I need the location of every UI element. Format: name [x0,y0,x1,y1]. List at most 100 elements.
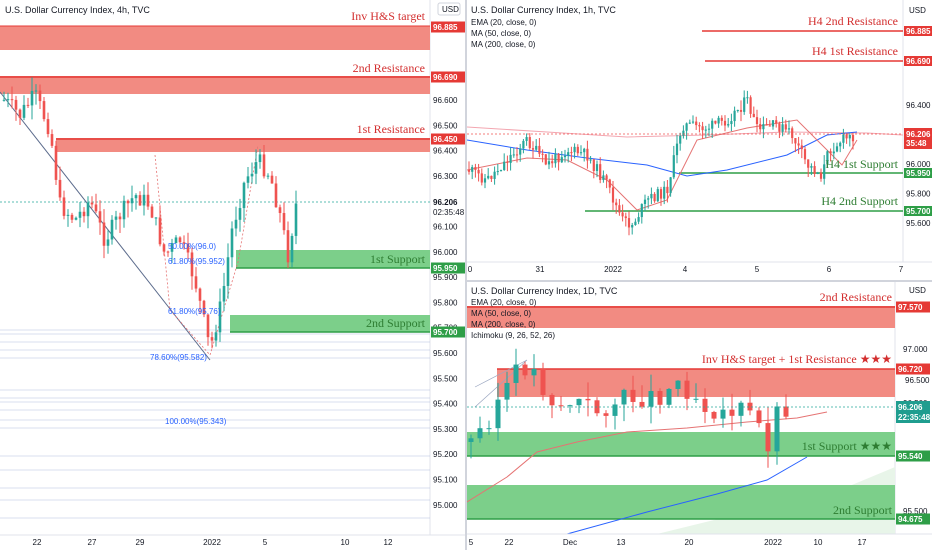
p2-candle [487,175,490,179]
price-tick: 95.800 [433,298,458,307]
time-tick: 10 [814,538,823,547]
p2-candle [819,172,823,179]
p3-candle [684,380,690,399]
usd-button-bg[interactable] [437,2,461,16]
chart-1h-canvas[interactable]: H4 2nd Resistance H4 1st Resistance H4 1st… [467,0,932,280]
p2-candle [512,154,515,156]
p3-candle [558,405,564,407]
p2-candle [755,117,759,125]
p3-candle [495,399,501,429]
pattern-lines [474,359,528,408]
p1-candle [70,214,74,220]
time-tick: 4 [683,265,688,274]
p3-candle [486,428,492,430]
p2-candle [551,161,554,164]
price-tick: 96.500 [905,376,930,385]
p1-candle [218,301,222,333]
label-2nd-support: 2nd Support [833,503,893,517]
p2-candle [813,166,816,174]
chart-panel-1d[interactable]: 2nd Resistance Inv H&S target + 1st Resis… [467,282,932,550]
tag-1st-resistance-bg [431,133,465,145]
p2-candle [541,153,544,155]
p1-candle [78,211,82,218]
usd-button[interactable]: USD [442,5,459,14]
price-tick: 95.300 [433,425,458,434]
p3-candle [522,364,528,376]
price-tick: 96.100 [433,223,458,232]
fib-label-786: 78.60%(95.582) [150,353,207,362]
indicator-label: MA (200, close, 0) [471,320,536,329]
p2-candle [592,159,595,171]
time-tick: 22 [505,538,514,547]
price-tick: 96.500 [433,121,458,130]
tag-countdown: 22:35:48 [898,413,931,422]
p2-candle [573,146,576,153]
p1-candle [2,99,6,101]
panel-divider-horizontal[interactable] [467,280,932,282]
time-tick: 31 [536,265,545,274]
p1-candle [222,285,226,302]
p2-candle [733,110,736,122]
p2-candle [810,166,813,168]
p2-candle [509,154,512,163]
price-tick: 95.000 [433,501,458,510]
p3-candle [594,400,600,414]
p2-candle [688,122,691,124]
price-tick: 95.600 [906,219,931,228]
p2-candle [631,225,634,228]
price-tick: 96.400 [906,101,931,110]
p1-candle [270,175,274,184]
p2-candle [768,125,771,127]
time-tick: 13 [617,538,626,547]
p1-candle [262,154,266,177]
p2-candle [650,193,653,199]
p2-candle [583,148,586,153]
chart-panel-4h[interactable]: Inv H&S target 2nd Resistance 1st Resistan… [0,0,465,550]
tag-current-bg [431,196,465,218]
fib-label-50: 50.00%(96.0) [168,242,216,251]
p1-candle [278,207,282,214]
p1-candle [114,216,118,220]
p2-candle [490,175,493,179]
p1-candle [274,183,278,208]
p2-candle [519,148,522,155]
tag-h4-1st-resistance: 96.690 [906,57,931,66]
tag-current-price: 96.206 [906,130,931,139]
p2-candle [723,120,727,126]
p1-candle [34,90,38,92]
p1-candle [14,99,18,110]
usd-button[interactable]: USD [909,286,926,295]
label-h4-1st-resistance: H4 1st Resistance [812,44,898,58]
panel-divider-vertical[interactable] [465,0,467,550]
indicator-label: MA (200, close, 0) [471,40,536,49]
p2-candle [832,151,835,154]
tag-2nd-support-bg [896,513,930,525]
p3-candle [693,398,699,400]
tag-current-bg [904,128,932,149]
p1-candle [110,219,114,240]
usd-button[interactable]: USD [909,6,926,15]
p1-candle [102,222,106,246]
label-2nd-resistance: 2nd Resistance [353,61,425,75]
p1-candle [162,244,166,252]
chart-4h-canvas[interactable]: Inv H&S target 2nd Resistance 1st Resistan… [0,0,465,550]
tag-1st-resistance: 96.450 [433,135,458,144]
p3-candle [504,382,510,400]
p2-candle [503,161,506,171]
p3-candle [585,398,591,401]
p2-candle [851,135,855,142]
p2-candle [493,171,496,179]
chart-1d-canvas[interactable]: 2nd Resistance Inv H&S target + 1st Resis… [467,282,932,550]
p3-candle [783,406,789,417]
p1-candle [74,217,78,220]
fib-label-618-a: 61.80%(95.952) [168,257,225,266]
p1-candle [206,314,210,338]
p1-candle [98,211,102,223]
ma50-line [566,456,808,535]
p3-candle [675,380,681,389]
p1-candle [82,211,86,217]
price-tick: 95.500 [433,374,458,383]
p2-candle [669,177,672,194]
chart-panel-1h[interactable]: H4 2nd Resistance H4 1st Resistance H4 1st… [467,0,932,280]
p1-candle [194,276,198,289]
